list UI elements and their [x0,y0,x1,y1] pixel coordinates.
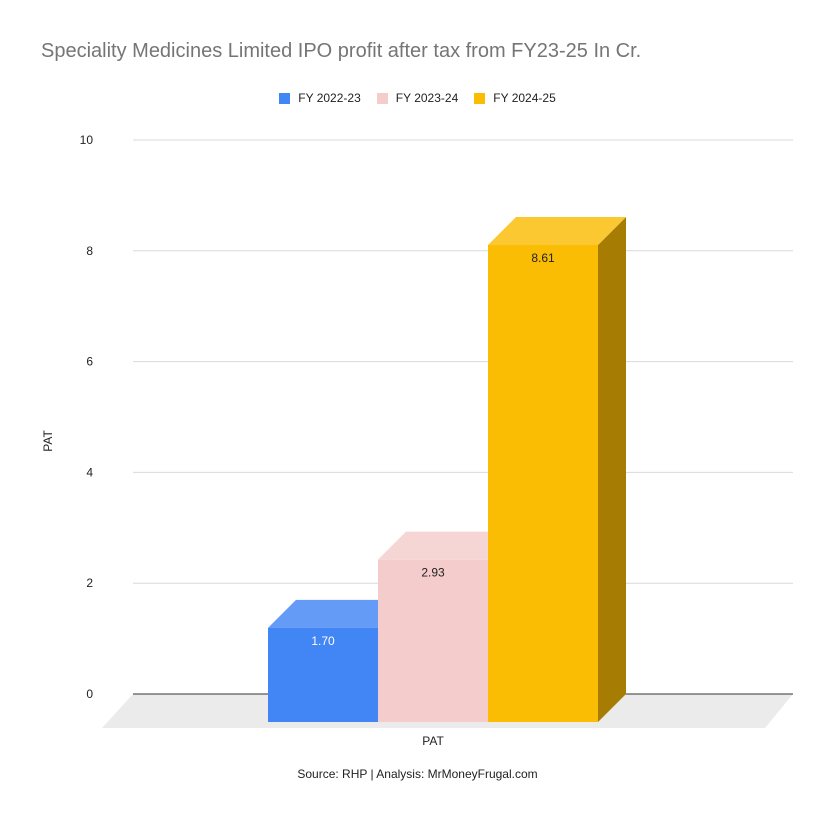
y-tick-label: 2 [86,576,93,590]
y-tick-label: 6 [86,355,93,369]
bar [378,559,488,722]
bar-side [598,217,626,723]
chart-title: Speciality Medicines Limited IPO profit … [41,40,642,62]
bar-top [488,217,626,246]
legend-label: FY 2024-25 [493,91,556,105]
y-tick-label: 4 [86,465,93,479]
data-label: 2.93 [421,566,445,580]
bar-top [268,599,406,628]
y-tick-label: 8 [86,244,93,258]
legend-label: FY 2022-23 [298,91,361,105]
bar [488,245,598,723]
legend-item: FY 2024-25 [474,91,556,105]
legend-swatch [279,92,291,104]
x-tick-label: PAT [422,734,444,748]
legend-item: FY 2023-24 [376,91,459,105]
data-label: 8.61 [531,251,555,265]
legend-swatch [376,92,388,104]
y-tick-label: 10 [80,133,94,147]
chart-legend: FY 2022-23 FY 2023-24 FY 2024-25 [0,91,835,105]
data-label: 1.70 [311,634,335,648]
bar [268,627,378,722]
legend-label: FY 2023-24 [395,91,459,105]
y-tick-label: 0 [86,687,93,701]
bar-top [378,531,516,560]
legend-swatch [474,92,486,104]
legend-item: FY 2022-23 [279,91,361,105]
y-axis-label: PAT [41,430,55,452]
source-note: Source: RHP | Analysis: MrMoneyFrugal.co… [297,767,538,781]
